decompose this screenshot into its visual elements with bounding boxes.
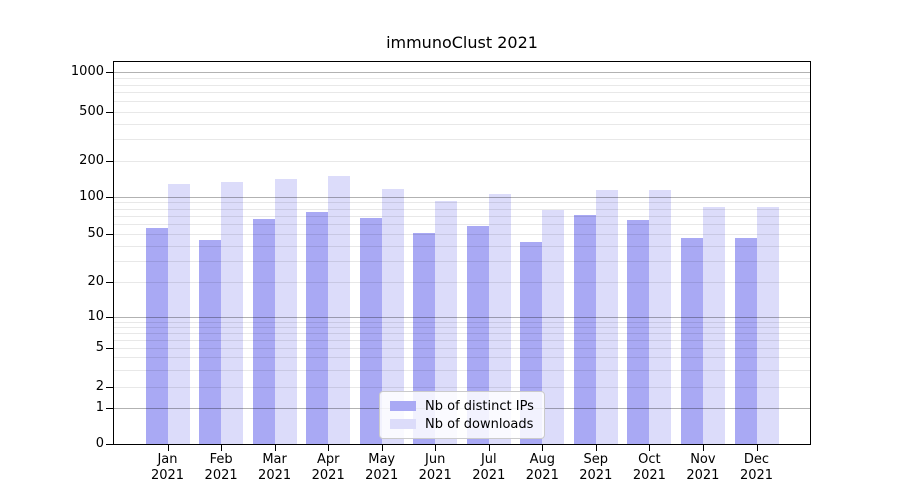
legend-row: Nb of distinct IPs [390, 397, 534, 415]
chart-title: immunoClust 2021 [386, 33, 538, 52]
x-tick [649, 445, 651, 451]
bar-distinct-ips [306, 212, 329, 444]
legend-row: Nb of downloads [390, 415, 534, 433]
y-tick [106, 161, 113, 162]
bar-distinct-ips [252, 219, 275, 444]
x-tick-label: Apr 2021 [311, 452, 345, 483]
bar-downloads [756, 207, 779, 444]
y-tick-label: 10 [87, 309, 104, 324]
y-tick [106, 71, 113, 73]
x-tick-label: Nov 2021 [686, 452, 720, 483]
y-tick [106, 408, 113, 409]
x-tick [542, 445, 544, 451]
x-tick-label: Jan 2021 [150, 452, 185, 483]
bar-distinct-ips [573, 215, 596, 444]
x-tick-label: Mar 2021 [258, 452, 292, 483]
bars-layer [114, 62, 810, 444]
x-tick [702, 445, 704, 451]
y-tick [106, 444, 113, 445]
y-tick [106, 282, 113, 283]
x-tick-label: May 2021 [365, 452, 399, 483]
x-tick [595, 445, 597, 451]
y-tick-label: 0 [95, 436, 104, 451]
y-tick [106, 234, 113, 235]
x-tick [221, 445, 223, 451]
x-tick-label: Aug 2021 [525, 452, 559, 483]
bar-distinct-ips [359, 217, 382, 444]
y-tick-label: 1000 [70, 63, 104, 79]
x-tick [488, 445, 490, 451]
x-tick-label: Feb 2021 [204, 452, 238, 483]
bar-downloads [702, 207, 725, 444]
y-tick [106, 386, 113, 388]
y-tick-label: 100 [79, 188, 104, 204]
bar-distinct-ips [145, 227, 168, 444]
bar-downloads [542, 210, 565, 444]
x-tick [381, 445, 383, 451]
bar-distinct-ips [466, 226, 489, 444]
bar-downloads [274, 179, 297, 444]
legend-label-downloads: Nb of downloads [425, 416, 534, 432]
x-tick-label: Jun 2021 [418, 452, 452, 483]
bar-downloads [595, 189, 618, 444]
y-tick-label: 50 [87, 226, 104, 241]
legend-swatch-distinct-ips [390, 401, 416, 411]
y-tick [106, 196, 113, 198]
y-tick-label: 5 [95, 340, 104, 355]
x-tick-label: Jul 2021 [472, 452, 506, 483]
bar-downloads [488, 193, 511, 444]
x-tick-label: Oct 2021 [632, 452, 666, 483]
y-tick [106, 112, 113, 113]
x-tick-label: Sep 2021 [579, 452, 613, 483]
x-tick [435, 445, 437, 451]
x-tick [328, 445, 330, 451]
bar-distinct-ips [199, 239, 222, 444]
bar-downloads [221, 182, 244, 444]
bar-distinct-ips [680, 238, 703, 444]
bar-downloads [435, 200, 458, 444]
x-tick-label: Dec 2021 [739, 452, 774, 483]
bar-downloads [381, 189, 404, 444]
bar-distinct-ips [627, 219, 650, 444]
legend-label-distinct-ips: Nb of distinct IPs [425, 398, 534, 414]
y-tick-label: 2 [95, 378, 104, 394]
bar-downloads [167, 184, 190, 444]
bar-downloads [649, 189, 672, 444]
bar-downloads [328, 176, 351, 444]
x-tick [167, 445, 169, 451]
legend: Nb of distinct IPs Nb of downloads [379, 391, 545, 439]
bar-distinct-ips [734, 238, 757, 444]
legend-swatch-downloads [390, 419, 416, 429]
y-tick-label: 200 [79, 153, 104, 168]
plot-area [113, 61, 811, 445]
y-tick-label: 1 [95, 400, 104, 415]
y-tick [106, 348, 113, 349]
y-tick-label: 500 [79, 104, 104, 119]
x-tick [274, 445, 276, 451]
x-tick [756, 445, 758, 451]
y-tick [106, 317, 113, 318]
y-tick-label: 20 [87, 274, 104, 289]
